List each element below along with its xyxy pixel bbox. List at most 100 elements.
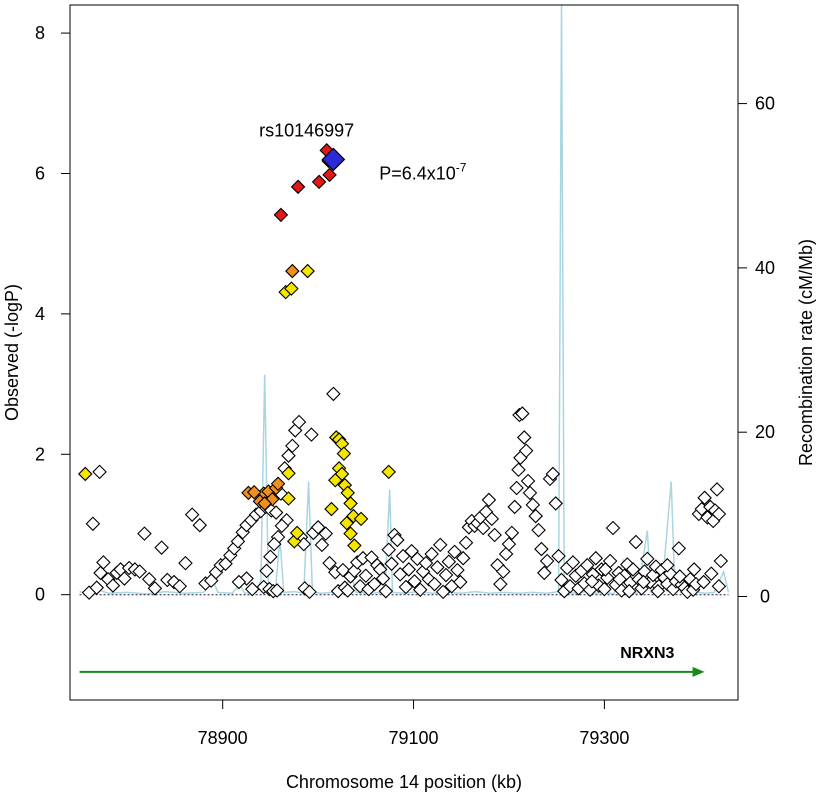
snp-point-white [154, 540, 169, 555]
snp-point-white [455, 550, 471, 566]
snp-point-white [326, 386, 341, 402]
recombination-rate-line [79, 4, 730, 595]
plot-frame [69, 4, 739, 701]
snp-point-white [310, 520, 326, 535]
snp-point-white [697, 490, 712, 506]
snp-point-white [525, 497, 541, 513]
snp-point-white [412, 582, 428, 598]
snp-point-white [711, 578, 727, 594]
snp-point-orange [270, 476, 286, 492]
snp-point-yellow [381, 464, 397, 480]
snp-point-red [273, 207, 289, 223]
top-snp-layer [321, 147, 346, 172]
snp-point-white [441, 554, 457, 569]
snp-point-white [178, 555, 193, 571]
snp-point-white [401, 562, 417, 577]
snp-point-yellow [343, 526, 358, 541]
snp-point-white [430, 560, 445, 575]
y2-tick-label: 40 [755, 258, 775, 278]
y2-tick-label: 0 [760, 586, 770, 606]
snp-point-yellow [281, 465, 296, 481]
snp-point-white [628, 534, 644, 550]
snp-point-white [268, 505, 284, 520]
snp-point-yellow [328, 472, 343, 488]
snp-point-white [584, 574, 600, 589]
snp-point-white [537, 565, 552, 581]
snp-point-white [636, 574, 651, 590]
snp-point-white [511, 462, 526, 478]
snp-point-yellow [324, 501, 339, 517]
snp-point-white [230, 534, 246, 549]
snp-point-white [450, 562, 465, 578]
snp-point-white [597, 581, 612, 597]
y-tick-label: 6 [35, 163, 45, 183]
snp-point-white [551, 548, 566, 564]
x-tick-label: 79300 [579, 728, 629, 748]
snp-point-white [438, 567, 454, 583]
snp-point-white [367, 576, 382, 592]
snp-point-white [605, 520, 621, 536]
points-layer [77, 143, 729, 600]
snp-point-white [375, 571, 391, 586]
snp-point-orange [246, 484, 262, 500]
snp-point-white [520, 473, 536, 489]
snp-point-white [172, 578, 188, 594]
y2-axis-label: Recombination rate (cM/Mb) [796, 239, 816, 466]
snp-point-white [381, 542, 397, 558]
snp-point-white [184, 507, 200, 522]
snp-point-white [484, 511, 500, 527]
snp-point-yellow [336, 446, 352, 461]
snp-point-white [432, 537, 448, 553]
pvalue-base: P=6.4x10 [379, 163, 456, 183]
snp-point-white [89, 580, 104, 595]
snp-point-white [453, 574, 468, 590]
pvalue-exponent: -7 [456, 160, 467, 174]
snp-point-white [522, 485, 538, 501]
snp-point-yellow [284, 281, 299, 296]
snp-point-white [285, 438, 300, 454]
snp-point-white [528, 508, 543, 524]
snp-point-white [704, 566, 719, 581]
snp-point-white [335, 562, 351, 578]
snp-point-white [259, 563, 274, 579]
snp-point-white [398, 579, 414, 595]
snp-point-white [501, 536, 517, 552]
y-tick-label: 0 [35, 585, 45, 605]
snp-point-white [686, 562, 702, 577]
snp-point-white [534, 541, 549, 557]
top-snp-point [321, 147, 346, 172]
snp-point-white [244, 581, 260, 597]
y-axis-right: 0 20 40 60 [738, 94, 775, 606]
snp-point-white [539, 553, 555, 569]
snp-point-yellow [77, 466, 93, 482]
snp-point-white [427, 576, 442, 592]
recombination-layer [79, 4, 730, 595]
snp-point-white [105, 578, 121, 593]
gene-track: NRXN3 [79, 645, 705, 677]
y-tick-label: 8 [35, 23, 45, 43]
snp-point-white [384, 556, 399, 572]
y2-tick-label: 20 [755, 422, 775, 442]
snp-point-white [545, 466, 561, 482]
snp-point-yellow [300, 263, 315, 279]
snp-point-white [509, 480, 524, 496]
snp-point-white [507, 499, 522, 515]
snp-point-white [192, 517, 208, 533]
snp-point-white [291, 414, 307, 430]
y-axis-left: 0 2 4 6 8 [35, 23, 70, 605]
snp-point-white [424, 546, 439, 562]
snp-point-white [85, 516, 101, 532]
snp-point-white [475, 520, 491, 536]
y-tick-label: 4 [35, 304, 45, 324]
snp-point-white [481, 492, 497, 508]
snp-point-white [588, 550, 604, 566]
snp-point-white [516, 430, 532, 445]
gene-arrow-head [692, 666, 705, 677]
snp-point-yellow [353, 511, 369, 527]
snp-point-white [304, 427, 319, 442]
snp-point-red [311, 174, 327, 190]
snp-point-white [709, 482, 725, 497]
snp-point-white [266, 536, 282, 552]
snp-point-white [625, 562, 641, 577]
snp-point-white [147, 581, 163, 596]
